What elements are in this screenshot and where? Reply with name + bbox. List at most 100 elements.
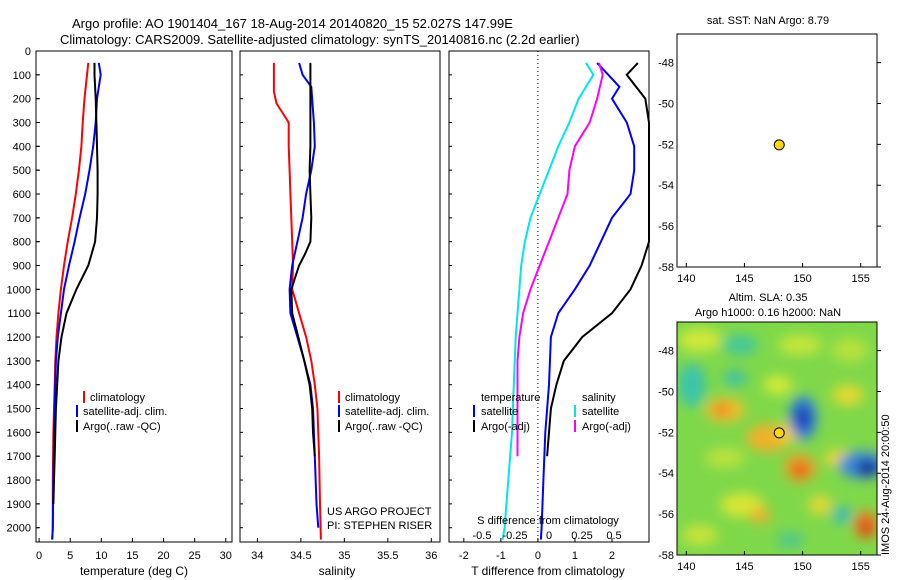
x-tick-label: 1 <box>572 550 578 562</box>
sla-heatmap <box>677 322 877 555</box>
depth-tick-label: 1700 <box>7 451 31 463</box>
series-salinity-argo-adj- <box>516 62 604 457</box>
lat-tick-label: -52 <box>658 139 674 151</box>
depth-tick-label: 1300 <box>7 356 31 368</box>
s-tick-label: -0.25 <box>502 530 527 542</box>
sla-map-panel: Altim. SLA: 0.35 Argo h1000: 0.16 h2000:… <box>658 292 892 573</box>
sst-title: sat. SST: NaN Argo: 8.79 <box>707 15 829 27</box>
lat-tick-label: -58 <box>658 262 674 274</box>
sst-axes: 140 145 150 155 -48 -50 -52 -54 -56 -58 <box>658 58 881 285</box>
difference-legend: temperature salinity satellite Argo(-adj… <box>473 392 631 433</box>
lat-tick-label: -56 <box>658 221 674 233</box>
s-tick-label: 0 <box>546 530 552 542</box>
series-satellite-adj-clim- <box>51 62 102 540</box>
lon-tick-label: 140 <box>677 561 695 573</box>
difference-frame <box>448 50 650 543</box>
sla-axes: 140 145 150 155 -48 -50 -52 -54 -56 -58 <box>658 346 881 573</box>
sla-title-line2: Argo h1000: 0.16 h2000: NaN <box>695 307 841 319</box>
temperature-xlabel: temperature (deg C) <box>80 564 188 578</box>
x-tick-label: 10 <box>95 550 107 562</box>
depth-tick-label: 800 <box>13 237 31 249</box>
x-tick-label: -1 <box>496 550 506 562</box>
legend-salinity-title: salinity <box>582 392 616 404</box>
lat-tick-label: -56 <box>658 509 674 521</box>
salinity-panel: 34 34.5 35 35.5 36 salinity climatology sate… <box>239 50 441 578</box>
depth-tick-label: 2000 <box>7 523 31 535</box>
depth-tick-label: 1400 <box>7 380 31 392</box>
lat-tick-label: -50 <box>658 386 674 398</box>
series-argo-raw-qc- <box>290 62 316 457</box>
title-line2: Climatology: CARS2009. Satellite-adjuste… <box>60 32 580 47</box>
sst-points <box>773 139 785 151</box>
argo-position-marker <box>773 427 785 439</box>
sla-points <box>773 427 785 439</box>
lat-tick-label: -52 <box>658 427 674 439</box>
lat-tick-label: -54 <box>658 180 674 192</box>
legend-t-satellite: satellite <box>481 406 518 418</box>
series-argo-raw-qc- <box>52 62 99 504</box>
difference-xlabel: T difference from climatology <box>471 564 625 578</box>
sla-frame <box>676 321 878 556</box>
legend-argo: Argo(..raw -QC) <box>83 421 161 433</box>
title-line1: Argo profile: AO 1901404_167 18-Aug-2014… <box>72 16 513 31</box>
s-tick-label: 0.25 <box>571 530 592 542</box>
lon-tick-label: 150 <box>793 561 811 573</box>
sla-title-line1: Altim. SLA: 0.35 <box>729 292 808 304</box>
lon-tick-label: 155 <box>852 561 870 573</box>
legend-s-argo: Argo(-adj) <box>582 421 631 433</box>
project-annotation: US ARGO PROJECT <box>327 506 432 518</box>
salinity-legend: climatology satellite-adj. clim. Argo(..… <box>338 391 429 433</box>
depth-tick-label: 600 <box>13 189 31 201</box>
temperature-axis: 0 5 10 15 20 25 30 <box>36 50 232 562</box>
depth-tick-label: 1600 <box>7 427 31 439</box>
depth-tick-label: 1900 <box>7 499 31 511</box>
lat-tick-label: -50 <box>658 98 674 110</box>
x-tick-label: 35 <box>338 550 350 562</box>
depth-tick-label: 900 <box>13 261 31 273</box>
depth-axis: 0 100 200 300 400 500 600 700 800 900 1000 1100 1200… <box>7 46 40 535</box>
s-tick-label: 0.5 <box>606 530 621 542</box>
legend-climatology: climatology <box>345 392 401 404</box>
depth-tick-label: 400 <box>13 141 31 153</box>
x-tick-label: 0 <box>36 550 42 562</box>
depth-tick-label: 1100 <box>7 308 31 320</box>
salinity-axis: 34 34.5 35 35.5 36 <box>240 50 437 562</box>
sst-frame <box>676 33 878 268</box>
series-climatology <box>51 62 90 540</box>
legend-t-argo: Argo(-adj) <box>481 421 530 433</box>
sst-map-panel: sat. SST: NaN Argo: 8.79 140 145 150 155 -48… <box>658 15 881 285</box>
argo-position-marker <box>773 139 785 151</box>
x-tick-label: -2 <box>459 550 469 562</box>
temperature-lines <box>51 62 102 540</box>
depth-tick-label: 1500 <box>7 404 31 416</box>
x-tick-label: 2 <box>609 550 615 562</box>
x-tick-label: 20 <box>157 550 169 562</box>
x-tick-label: 25 <box>189 550 201 562</box>
difference-axis: -2 -1 0 1 2 <box>449 50 615 562</box>
legend-satellite: satellite-adj. clim. <box>345 406 429 418</box>
lat-tick-label: -48 <box>658 346 674 358</box>
depth-tick-label: 200 <box>13 94 31 106</box>
x-tick-label: 15 <box>126 550 138 562</box>
x-tick-label: 0 <box>535 550 541 562</box>
lon-tick-label: 140 <box>677 273 695 285</box>
depth-tick-label: 1000 <box>7 284 31 296</box>
imos-side-label: IMOS 24-Aug-2014 20:00:50 <box>880 414 892 555</box>
x-tick-label: 34 <box>251 550 263 562</box>
depth-tick-label: 1200 <box>7 332 31 344</box>
x-tick-label: 5 <box>67 550 73 562</box>
x-tick-label: 35.5 <box>377 550 398 562</box>
depth-tick-label: 300 <box>13 118 31 130</box>
legend-temperature-title: temperature <box>481 392 540 404</box>
legend-argo: Argo(..raw -QC) <box>345 421 423 433</box>
legend-satellite: satellite-adj. clim. <box>83 406 167 418</box>
depth-tick-label: 100 <box>13 70 31 82</box>
depth-tick-label: 1800 <box>7 475 31 487</box>
x-tick-label: 30 <box>220 550 232 562</box>
series-salinity-satellite <box>501 62 595 540</box>
series-temperature-argo-adj- <box>546 62 650 457</box>
salinity-xlabel: salinity <box>319 564 356 578</box>
lat-tick-label: -54 <box>658 468 674 480</box>
s-difference-label: S difference from climatology <box>477 515 619 527</box>
